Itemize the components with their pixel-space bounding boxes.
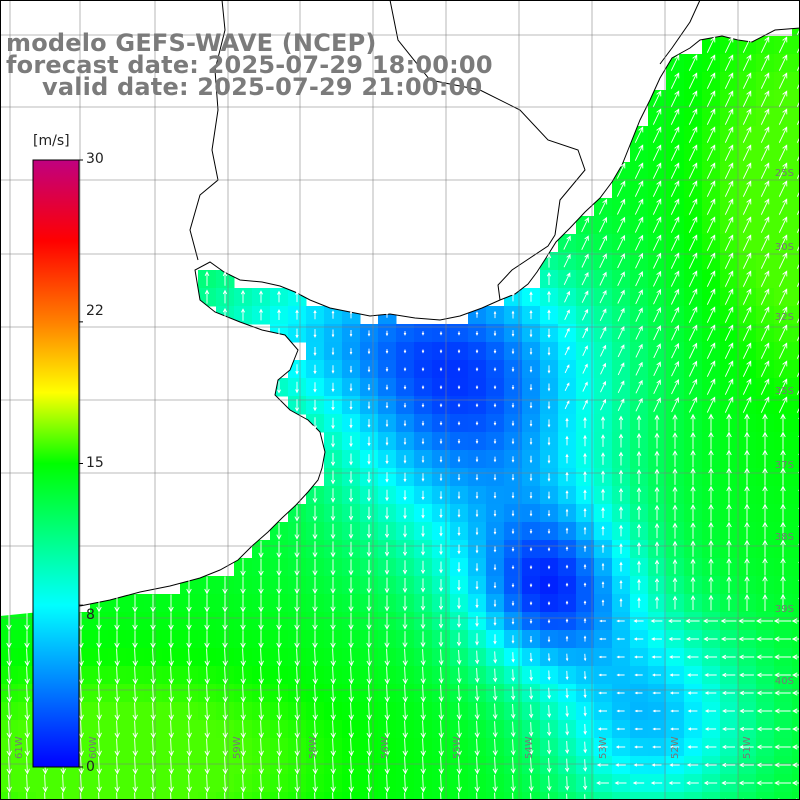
lon-label: 52W (670, 736, 681, 759)
lat-label: 37S (774, 460, 794, 471)
forecast-date: forecast date: 2025-07-29 18:00:00 (6, 51, 493, 79)
lat-label: 32S (774, 312, 794, 323)
colorbar-tick-15: 15 (86, 455, 104, 471)
lon-label: 54W (524, 736, 535, 759)
lon-label: 56W (380, 736, 391, 759)
lon-label: 51W (742, 736, 753, 759)
country-border (189, 0, 226, 261)
colorbar-tick-30: 30 (86, 151, 104, 167)
colorbar-tick-0: 0 (86, 759, 95, 775)
lat-label: 40S (774, 676, 794, 687)
colorbar-unit: [m/s] (33, 133, 70, 149)
colorbar-tick-8: 8 (86, 607, 95, 623)
lat-label: 39S (774, 604, 794, 615)
lat-label: 35S (774, 386, 794, 397)
valid-date: valid date: 2025-07-29 21:00:00 (42, 73, 483, 101)
lon-label: 61W (14, 736, 25, 759)
lat-label: 38S (774, 532, 794, 543)
land-area (0, 0, 800, 616)
lon-label: 58W (308, 736, 319, 759)
colorbar (32, 159, 80, 768)
colorbar-tick-22: 22 (86, 303, 104, 319)
lat-label: 30S (774, 242, 794, 253)
country-border (497, 234, 556, 301)
coastline (39, 27, 800, 613)
lon-label: 59W (232, 736, 243, 759)
lon-label: 60W (88, 736, 99, 759)
lat-label: 25S (774, 168, 794, 179)
country-border (389, 0, 586, 236)
lon-label: 55W (452, 736, 463, 759)
lon-label: 53W (598, 736, 609, 759)
model-title: modelo GEFS-WAVE (NCEP) (6, 29, 377, 57)
